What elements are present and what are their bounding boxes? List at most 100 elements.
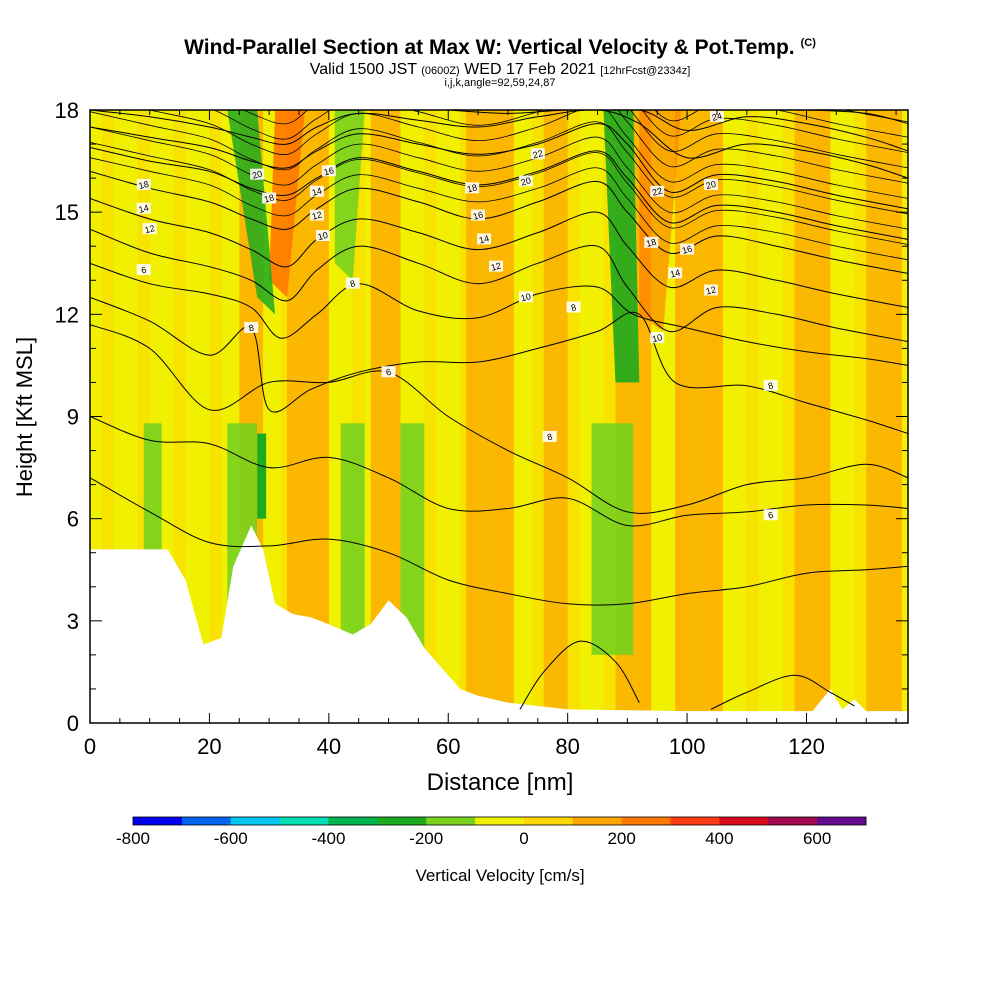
- contour-label-text: 8: [349, 278, 356, 289]
- contour-label-bg: [381, 366, 396, 378]
- contour-label-text: 22: [532, 148, 544, 160]
- contour-label: 16: [680, 243, 695, 256]
- isentrope-line: [212, 110, 908, 184]
- x-tick-label: 60: [436, 734, 460, 759]
- colorbar-swatch: [719, 817, 769, 825]
- isentrope-line: [90, 296, 908, 434]
- isentrope-line: [90, 416, 908, 527]
- contour-label: 22: [650, 185, 665, 198]
- downdraft-core: [227, 110, 276, 315]
- colorbar-tick-label: 200: [607, 829, 635, 848]
- isentrope-line: [90, 324, 908, 514]
- contour-label: 18: [262, 192, 277, 205]
- contour-label: 20: [250, 169, 265, 181]
- contour-label-bg: [650, 332, 665, 344]
- contour-label-bg: [650, 185, 665, 197]
- weak-updraft-band: [173, 110, 186, 723]
- contour-label-text: 10: [317, 230, 329, 242]
- isentrope-line: [842, 110, 908, 123]
- isentrope-line: [90, 4, 908, 106]
- colorbar-swatch: [377, 817, 427, 825]
- isentrope-line: [657, 110, 908, 125]
- contour-label-text: 16: [323, 165, 335, 177]
- colorbar-tick-label: -200: [409, 829, 443, 848]
- downdraft-band: [340, 423, 365, 655]
- contour-label-text: 8: [247, 322, 254, 333]
- contour-label-text: 14: [669, 267, 681, 279]
- contour-label-text: 12: [144, 223, 156, 235]
- contour-label: 16: [471, 209, 486, 222]
- contour-label-bg: [315, 230, 330, 242]
- contour-label-text: 6: [767, 510, 774, 521]
- weak-updraft-band: [567, 110, 580, 723]
- x-tick-label: 120: [788, 734, 825, 759]
- contour-label: 14: [136, 203, 151, 215]
- contour-label-text: 6: [140, 265, 147, 276]
- colorbar-swatch: [230, 817, 281, 825]
- vertical-velocity-field: [90, 110, 908, 723]
- contour-label: 6: [763, 509, 778, 521]
- contour-label-bg: [680, 243, 695, 255]
- terrain-shape: [90, 525, 908, 723]
- colorbar-tick-label: 0: [519, 829, 528, 848]
- contour-label-text: 14: [311, 186, 323, 198]
- contour-label-text: 18: [645, 237, 657, 249]
- contour-label-text: 8: [546, 431, 553, 442]
- contour-label: 8: [566, 301, 581, 313]
- isentrope-line: [90, 198, 908, 308]
- contour-label-text: 14: [138, 203, 150, 215]
- weak-updraft-band: [209, 110, 222, 723]
- contour-label-text: 14: [478, 233, 490, 245]
- contour-label: 8: [345, 277, 360, 289]
- contour-label: 12: [489, 261, 504, 273]
- contour-label-bg: [477, 233, 492, 245]
- contour-label-bg: [309, 209, 324, 221]
- isentrope-line: [519, 640, 640, 710]
- contour-label-bg: [518, 291, 533, 303]
- isentrope-line: [90, 262, 908, 366]
- isentrope-line: [90, 477, 908, 606]
- updraft-band: [794, 110, 831, 723]
- downdraft-core: [257, 433, 267, 519]
- contour-label: 14: [477, 233, 492, 246]
- weak-updraft-band: [352, 110, 365, 723]
- contour-label-bg: [471, 209, 486, 221]
- contour-label-bg: [321, 165, 336, 177]
- terrain: [90, 525, 908, 723]
- colorbar-swatch: [523, 817, 574, 825]
- isentrope-line: [90, 142, 908, 245]
- grid-indices: i,j,k,angle=92,59,24,87: [444, 77, 556, 89]
- y-tick-label: 0: [67, 711, 79, 736]
- contour-label: 10: [315, 230, 330, 242]
- weak-updraft-band: [746, 110, 759, 723]
- weak-updraft-band: [854, 110, 867, 723]
- contour-label-bg: [763, 509, 778, 521]
- colorbar-tick-label: -400: [311, 829, 345, 848]
- copyright-tag: (C): [800, 37, 816, 49]
- contour-label: 8: [244, 321, 259, 333]
- isentrope-line: [448, 110, 908, 152]
- x-tick-label: 0: [84, 734, 96, 759]
- contour-label-text: 10: [520, 291, 532, 303]
- y-tick-label: 18: [55, 98, 79, 123]
- colorbar-tick-label: 600: [803, 829, 831, 848]
- contour-label-text: 18: [263, 192, 275, 204]
- weak-updraft-band: [137, 110, 150, 723]
- isentrope-line: [90, 228, 908, 343]
- contour-label-bg: [644, 236, 659, 248]
- contour-label-text: 18: [466, 182, 478, 194]
- contour-label: 12: [142, 223, 157, 235]
- contour-label-bg: [668, 267, 683, 279]
- contour-label-bg: [530, 148, 545, 160]
- contour-label-bg: [542, 430, 557, 442]
- updraft-core: [269, 110, 305, 298]
- x-tick-label: 40: [317, 734, 341, 759]
- contour-label-text: 18: [138, 179, 150, 191]
- contour-label: 24: [709, 110, 724, 123]
- contour-label-text: 6: [385, 367, 392, 378]
- contour-label-bg: [709, 110, 724, 122]
- contour-label-bg: [244, 321, 259, 333]
- contour-label-bg: [262, 192, 277, 204]
- contour-label-text: 16: [681, 244, 693, 256]
